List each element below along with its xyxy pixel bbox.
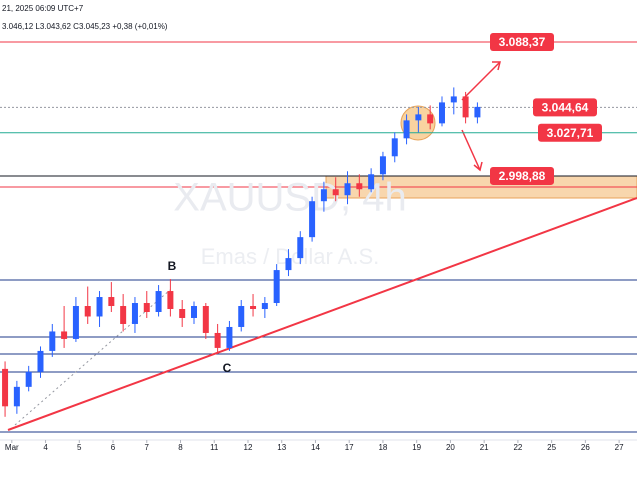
dotted-line bbox=[14, 289, 171, 426]
x-tick-label: 8 bbox=[178, 443, 183, 452]
candle-body bbox=[155, 291, 162, 312]
watermark: XAUUSD, 4h bbox=[173, 176, 406, 220]
level-label-box bbox=[538, 123, 602, 142]
candle-body bbox=[61, 331, 68, 339]
x-tick-label: 14 bbox=[311, 443, 320, 452]
candle-body bbox=[179, 309, 186, 318]
candle-body bbox=[450, 96, 457, 103]
x-tick-label: 18 bbox=[378, 443, 387, 452]
candle-body bbox=[202, 306, 209, 333]
level-label: 2.998,88 bbox=[499, 169, 546, 183]
candle-body bbox=[391, 138, 398, 157]
candle-body bbox=[273, 270, 280, 304]
level-label: 3.027,71 bbox=[547, 126, 594, 140]
x-tick-label: 20 bbox=[446, 443, 455, 452]
candle-body bbox=[403, 120, 410, 139]
candle-body bbox=[120, 306, 127, 324]
candle-body bbox=[427, 114, 434, 124]
candle-body bbox=[297, 237, 304, 259]
candle-body bbox=[25, 371, 32, 387]
level-label-box bbox=[490, 166, 554, 185]
candle-body bbox=[49, 331, 56, 351]
candle-body bbox=[368, 174, 375, 190]
x-tick-label: 12 bbox=[244, 443, 253, 452]
candle-body bbox=[250, 306, 257, 310]
level-label-box bbox=[533, 98, 597, 117]
candle-body bbox=[108, 297, 115, 307]
header-date: 21, 2025 06:09 UTC+7 bbox=[2, 4, 84, 13]
arrow-up bbox=[461, 61, 501, 101]
x-tick-label: 27 bbox=[615, 443, 624, 452]
arrow-down-head bbox=[473, 161, 483, 172]
x-tick-label: 11 bbox=[210, 443, 219, 452]
x-tick-label: Mar bbox=[5, 443, 19, 452]
candle-body bbox=[214, 332, 221, 348]
x-tick-label: 5 bbox=[77, 443, 82, 452]
candle-body bbox=[72, 306, 79, 339]
candle-body bbox=[285, 258, 292, 271]
candle-body bbox=[191, 306, 198, 318]
candle-body bbox=[320, 189, 327, 202]
candle-body bbox=[13, 386, 20, 407]
annotation: C bbox=[223, 361, 232, 375]
x-tick-label: 21 bbox=[480, 443, 489, 452]
candle-body bbox=[344, 183, 351, 196]
candle-body bbox=[143, 303, 150, 312]
header-ohlc: 3.046,12 L3.043,62 C3.045,23 +0,38 (+0,0… bbox=[2, 22, 168, 31]
x-tick-label: 13 bbox=[277, 443, 286, 452]
candle-body bbox=[37, 350, 44, 372]
candle-body bbox=[84, 306, 91, 317]
annotation: B bbox=[168, 259, 177, 273]
candle-body bbox=[131, 303, 138, 324]
x-tick-label: 26 bbox=[581, 443, 590, 452]
x-tick-label: 7 bbox=[145, 443, 150, 452]
x-tick-label: 19 bbox=[412, 443, 421, 452]
candle-body bbox=[96, 297, 103, 317]
candle-body bbox=[379, 156, 386, 175]
arrow-up-head bbox=[492, 61, 501, 71]
candle-body bbox=[2, 368, 9, 407]
level-label: 3.088,37 bbox=[499, 35, 546, 49]
candle-body bbox=[226, 326, 233, 348]
candle-body bbox=[332, 189, 339, 196]
level-label: 3.044,64 bbox=[542, 101, 589, 115]
arrow-down bbox=[461, 129, 481, 171]
x-tick-label: 25 bbox=[547, 443, 556, 452]
candle-body bbox=[167, 291, 174, 310]
candle-body bbox=[438, 102, 445, 124]
trend-line bbox=[7, 197, 637, 431]
x-tick-label: 17 bbox=[345, 443, 354, 452]
candle-body bbox=[462, 96, 469, 118]
candle-body bbox=[474, 106, 481, 118]
candle-body bbox=[309, 201, 316, 238]
candle-body bbox=[356, 183, 363, 190]
level-label-box bbox=[490, 32, 554, 51]
candle-body bbox=[261, 303, 268, 310]
x-tick-label: 22 bbox=[513, 443, 522, 452]
x-tick-label: 4 bbox=[43, 443, 48, 452]
candle-body bbox=[238, 306, 245, 327]
candle-body bbox=[415, 114, 422, 121]
x-tick-label: 6 bbox=[111, 443, 116, 452]
